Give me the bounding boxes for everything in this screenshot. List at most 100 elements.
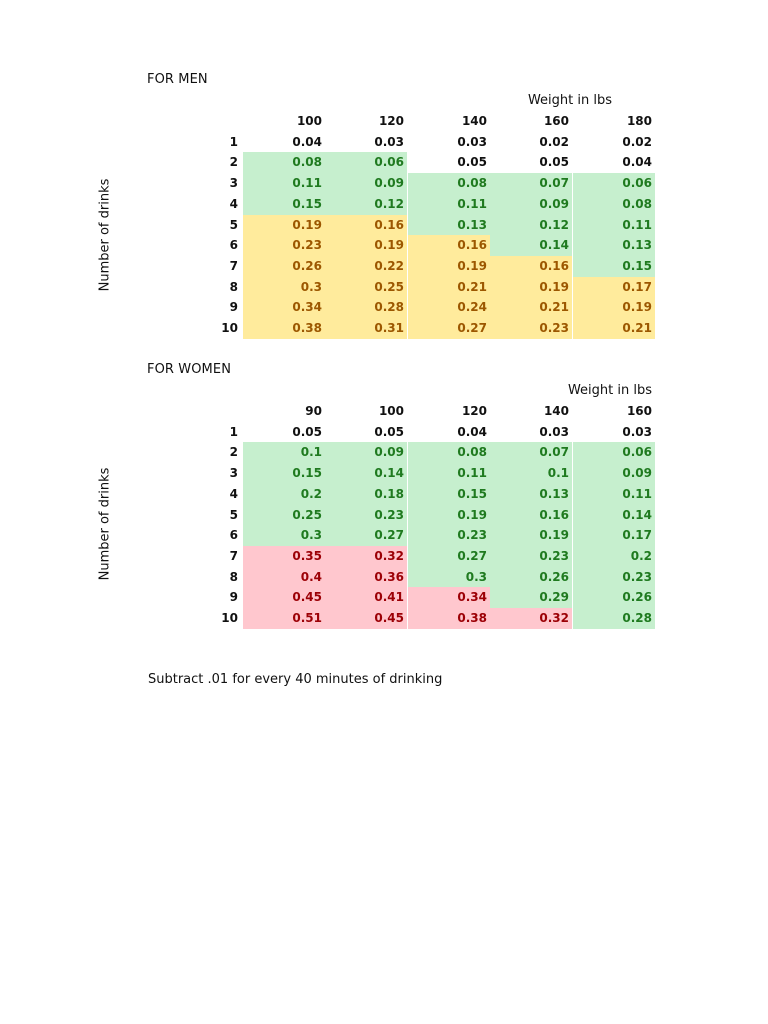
- men-bac-cell: 0.19: [243, 214, 325, 236]
- women-bac-cell: 0.06: [573, 442, 655, 464]
- men-bac-cell: 0.13: [573, 235, 655, 257]
- men-bac-cell: 0.11: [408, 193, 490, 215]
- men-bac-cell: 0.34: [243, 297, 325, 319]
- men-bac-cell: 0.12: [490, 214, 572, 236]
- men-bac-cell: 0.19: [573, 297, 655, 319]
- men-bac-cell: 0.23: [243, 235, 325, 257]
- women-bac-cell: 0.14: [325, 463, 407, 485]
- women-bac-cell: 0.45: [243, 587, 325, 609]
- women-bac-cell: 0.09: [325, 442, 407, 464]
- men-bac-cell: 0.04: [622, 155, 652, 170]
- men-bac-cell: 0.21: [490, 297, 572, 319]
- women-bac-cell: 0.07: [490, 442, 572, 464]
- women-bac-cell: 0.32: [325, 545, 407, 568]
- women-bac-cell: 0.45: [325, 608, 407, 630]
- women-bac-cell: 0.1: [243, 442, 325, 464]
- women-bac-cell: 0.36: [325, 566, 407, 588]
- men-bac-cell: 0.22: [325, 255, 407, 278]
- women-drinks-row-label: 1: [229, 424, 238, 439]
- women-bac-cell: 0.32: [490, 608, 572, 630]
- men-bac-cell: 0.04: [292, 134, 322, 149]
- men-bac-cell: 0.24: [408, 297, 490, 319]
- women-bac-cell: 0.23: [573, 566, 655, 588]
- men-drinks-row-label: 2: [229, 155, 238, 170]
- women-bac-cell: 0.11: [573, 483, 655, 505]
- women-weight-header: 120: [461, 404, 487, 418]
- men-bac-cell: 0.09: [325, 173, 407, 195]
- women-drinks-row-label: 7: [229, 548, 238, 563]
- women-bac-cell: 0.04: [457, 424, 487, 439]
- men-weight-header: 180: [626, 114, 652, 128]
- women-bac-cell: 0.03: [622, 424, 652, 439]
- men-bac-cell: 0.16: [490, 255, 572, 278]
- men-bac-cell: 0.06: [573, 173, 655, 195]
- women-bac-cell: 0.23: [490, 545, 572, 568]
- women-bac-cell: 0.05: [374, 424, 404, 439]
- women-drinks-row-label: 6: [229, 528, 238, 543]
- women-bac-cell: 0.08: [408, 442, 490, 464]
- women-bac-cell: 0.15: [243, 463, 325, 485]
- women-drinks-row-label: 3: [229, 466, 238, 481]
- women-bac-cell: 0.11: [408, 463, 490, 485]
- women-bac-cell: 0.19: [408, 504, 490, 526]
- men-bac-cell: 0.31: [325, 318, 407, 340]
- men-weight-header: 120: [378, 114, 404, 128]
- men-bac-cell: 0.08: [408, 173, 490, 195]
- women-bac-cell: 0.23: [325, 504, 407, 526]
- men-weight-axis-label: Weight in lbs: [527, 93, 612, 108]
- men-drinks-row-label: 5: [229, 217, 238, 232]
- women-bac-cell: 0.51: [243, 608, 325, 630]
- women-drinks-axis-label: Number of drinks: [97, 467, 113, 581]
- women-weight-axis-label: Weight in lbs: [567, 383, 652, 398]
- men-weight-header: 160: [543, 114, 569, 128]
- men-bac-cell: 0.03: [457, 134, 487, 149]
- men-table-title: FOR MEN: [147, 72, 208, 87]
- men-bac-cell: 0.15: [573, 255, 655, 278]
- women-drinks-row-label: 5: [229, 507, 238, 522]
- women-bac-cell: 0.2: [573, 545, 655, 568]
- men-bac-cell: 0.09: [490, 193, 572, 215]
- men-drinks-row-label: 7: [229, 258, 238, 273]
- men-drinks-row-label: 1: [229, 134, 238, 149]
- women-bac-cell: 0.29: [490, 587, 572, 609]
- men-drinks-row-label: 4: [229, 196, 238, 211]
- men-bac-cell: 0.19: [490, 276, 572, 298]
- men-bac-cell: 0.12: [325, 193, 407, 215]
- men-drinks-row-label: 3: [229, 176, 238, 191]
- men-bac-cell: 0.21: [408, 276, 490, 298]
- men-bac-cell: 0.16: [408, 235, 490, 257]
- footnote: Subtract .01 for every 40 minutes of dri…: [148, 672, 443, 687]
- men-bac-cell: 0.13: [408, 214, 490, 236]
- men-bac-cell: 0.28: [325, 297, 407, 319]
- men-bac-cell: 0.05: [539, 155, 569, 170]
- men-drinks-row-label: 10: [221, 321, 238, 335]
- women-bac-cell: 0.26: [490, 566, 572, 588]
- women-bac-cell: 0.41: [325, 587, 407, 609]
- men-bac-cell: 0.02: [622, 134, 652, 149]
- men-weight-header: 140: [461, 114, 487, 128]
- women-drinks-row-label: 4: [229, 486, 238, 501]
- men-bac-cell: 0.08: [243, 152, 325, 174]
- women-bac-cell: 0.23: [408, 525, 490, 547]
- women-weight-header: 100: [378, 404, 404, 418]
- women-bac-cell: 0.13: [490, 483, 572, 505]
- women-bac-cell: 0.03: [539, 424, 569, 439]
- women-bac-cell: 0.25: [243, 504, 325, 526]
- men-drinks-row-label: 8: [229, 279, 238, 294]
- men-bac-cell: 0.16: [325, 214, 407, 236]
- men-bac-cell: 0.05: [457, 155, 487, 170]
- women-bac-cell: 0.35: [243, 545, 325, 568]
- women-bac-cell: 0.28: [573, 608, 655, 630]
- men-bac-cell: 0.3: [243, 276, 325, 298]
- men-bac-cell: 0.19: [408, 255, 490, 278]
- men-weight-header: 100: [296, 114, 322, 128]
- women-bac-cell: 0.1: [490, 463, 572, 485]
- women-bac-cell: 0.3: [408, 566, 490, 588]
- women-bac-cell: 0.27: [325, 525, 407, 547]
- women-bac-cell: 0.34: [408, 587, 490, 609]
- women-bac-cell: 0.16: [490, 504, 572, 526]
- women-weight-header: 90: [305, 404, 322, 418]
- women-bac-cell: 0.14: [573, 504, 655, 526]
- men-bac-cell: 0.17: [573, 276, 655, 298]
- women-bac-cell: 0.19: [490, 525, 572, 547]
